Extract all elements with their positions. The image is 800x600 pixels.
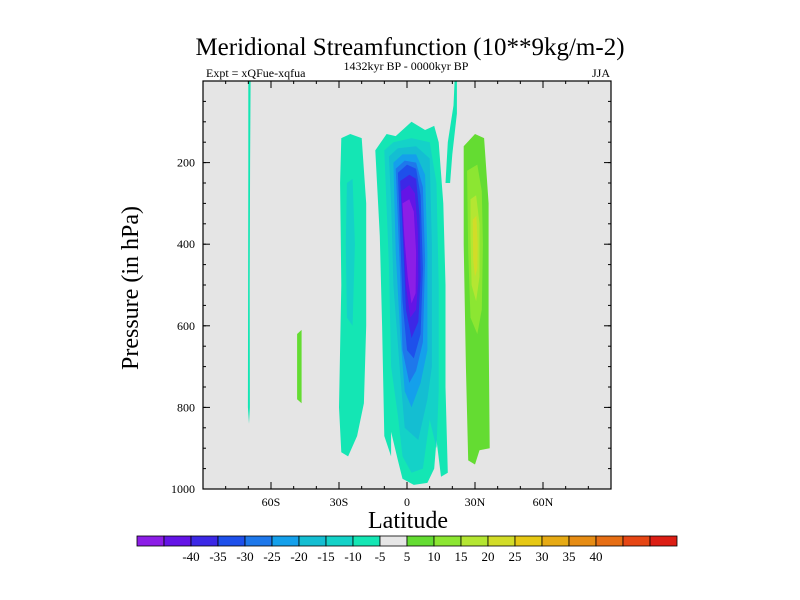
contour-region-cell-30n-l4 xyxy=(472,215,478,277)
colorbar-swatch xyxy=(379,535,408,547)
season-label: JJA xyxy=(592,66,610,80)
colorbar-swatch xyxy=(244,535,273,547)
colorbar-label: 15 xyxy=(455,549,468,564)
colorbar-label: 35 xyxy=(563,549,576,564)
colorbar-swatch xyxy=(190,535,219,547)
colorbar-swatch xyxy=(433,535,462,547)
colorbar-label: 20 xyxy=(482,549,495,564)
colorbar-swatch xyxy=(406,535,435,547)
y-axis-ticks: 200 400 600 800 1000 xyxy=(171,80,611,496)
contour-region-band-30s-inner xyxy=(345,178,355,326)
colorbar-swatch xyxy=(541,535,570,547)
y-tick-label: 200 xyxy=(177,156,195,170)
colorbar-swatch xyxy=(622,535,651,547)
colorbar-swatch xyxy=(595,535,624,547)
contour-region-thin-band-75s xyxy=(247,81,251,424)
colorbar-label: 25 xyxy=(509,549,522,564)
chart-title: Meridional Streamfunction (10**9kg/m-2) xyxy=(195,34,624,61)
x-axis-label: Latitude xyxy=(368,508,448,534)
colorbar: -40 -35 -30 -25 -20 -15 -10 -5 5 10 15 20 25 30 35 40 xyxy=(136,535,678,564)
y-tick-label: 800 xyxy=(177,400,195,414)
colorbar-label: -40 xyxy=(182,549,199,564)
colorbar-label: -10 xyxy=(344,549,361,564)
colorbar-label: -20 xyxy=(290,549,307,564)
colorbar-swatch xyxy=(514,535,543,547)
contour-region-column-10n-top xyxy=(445,81,457,183)
colorbar-label: 40 xyxy=(590,549,603,564)
colorbar-label: -35 xyxy=(209,549,226,564)
colorbar-label: 5 xyxy=(404,549,411,564)
colorbar-label: 30 xyxy=(536,549,549,564)
x-tick-label: 30S xyxy=(330,495,349,509)
colorbar-swatch xyxy=(460,535,489,547)
y-tick-label: 600 xyxy=(177,319,195,333)
colorbar-label: -15 xyxy=(317,549,334,564)
contour-region-eq-cell-l9 xyxy=(402,199,417,304)
colorbar-swatch xyxy=(136,535,165,547)
colorbar-swatch xyxy=(217,535,246,547)
colorbar-swatch xyxy=(325,535,354,547)
y-tick-label: 1000 xyxy=(171,482,195,496)
x-tick-label: 0 xyxy=(404,495,410,509)
x-tick-label: 60N xyxy=(533,495,554,509)
experiment-label: Expt = xQFue-xqfua xyxy=(206,66,306,80)
colorbar-label: -25 xyxy=(263,549,280,564)
contour-fills xyxy=(247,81,490,485)
colorbar-swatch xyxy=(271,535,300,547)
colorbar-label: -30 xyxy=(236,549,253,564)
x-axis-ticks: 60S 30S 0 30N 60N xyxy=(202,81,612,509)
colorbar-label: 10 xyxy=(428,549,441,564)
y-tick-label: 400 xyxy=(177,237,195,251)
y-axis-label: Pressure (in hPa) xyxy=(118,206,144,370)
colorbar-swatch xyxy=(352,535,381,547)
colorbar-swatch xyxy=(568,535,597,547)
x-tick-label: 30N xyxy=(465,495,486,509)
colorbar-swatch xyxy=(487,535,516,547)
colorbar-swatch xyxy=(163,535,192,547)
colorbar-swatch xyxy=(298,535,327,547)
contour-region-patch-50s xyxy=(297,329,302,404)
colorbar-label: -5 xyxy=(375,549,386,564)
x-tick-label: 60S xyxy=(262,495,281,509)
colorbar-swatch xyxy=(649,535,678,547)
period-label: 1432kyr BP - 0000kyr BP xyxy=(344,59,469,73)
